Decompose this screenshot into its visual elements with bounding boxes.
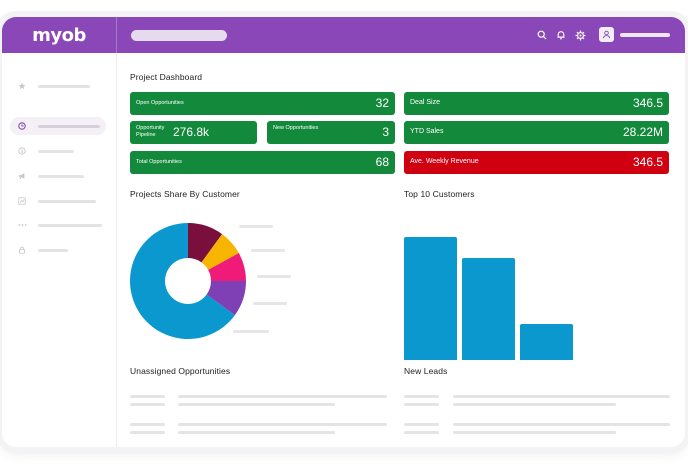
legend-placeholder: [253, 302, 287, 305]
sidebar-item-label: [38, 223, 102, 227]
tile-label: Total Opportunities: [136, 159, 182, 165]
skeleton-line: [130, 403, 165, 406]
sidebar-item-banking[interactable]: $: [10, 142, 106, 160]
top-bar: myob: [2, 17, 685, 53]
myob-logo: myob: [32, 24, 86, 46]
skeleton-line: [178, 431, 335, 434]
tile-value: 32: [375, 96, 389, 110]
projects-share-title: Projects Share By Customer: [130, 189, 240, 199]
donut-slice[interactable]: [206, 281, 246, 316]
skeleton-line: [178, 423, 387, 426]
tile-label: New Opportunities: [273, 125, 319, 131]
user-name-placeholder[interactable]: [620, 33, 670, 37]
megaphone-icon: [12, 172, 32, 180]
sidebar-item-security[interactable]: [10, 241, 106, 259]
donut-slice[interactable]: [201, 234, 239, 270]
page-title: Project Dashboard: [130, 72, 203, 82]
unassigned-opportunities-title: Unassigned Opportunities: [130, 366, 231, 376]
dollar-icon: $: [12, 147, 32, 155]
tile-value: 346.5: [632, 155, 663, 169]
legend-placeholder: [233, 330, 269, 333]
projects-share-donut-chart[interactable]: [130, 223, 250, 343]
skeleton-line: [453, 423, 670, 426]
skeleton-line: [404, 403, 439, 406]
tile-total-opportunities[interactable]: Total Opportunities 68: [130, 151, 395, 174]
skeleton-line: [130, 431, 165, 434]
sidebar-item-label: [38, 199, 96, 203]
tile-label: Opportunity Pipeline: [136, 125, 165, 138]
skeleton-line: [453, 403, 616, 406]
tile-new-opportunities[interactable]: New Opportunities 3: [267, 121, 395, 144]
chart-icon: [12, 197, 32, 205]
main-content: Project Dashboard Open Opportunities 32 …: [117, 53, 685, 447]
sidebar-item-recent[interactable]: [10, 117, 106, 135]
tile-value: 28.22M: [622, 125, 663, 139]
legend-placeholder: [257, 275, 291, 278]
sidebar-item-reports[interactable]: [10, 192, 106, 210]
tile-label: Open Opportunities: [136, 100, 184, 106]
customer-bar[interactable]: [520, 324, 573, 360]
gear-icon[interactable]: [572, 27, 588, 43]
customer-bar[interactable]: [404, 237, 457, 360]
logo-area[interactable]: myob: [2, 17, 117, 53]
sidebar-item-label: [38, 248, 68, 252]
skeleton-line: [130, 423, 165, 426]
tile-label: Deal Size: [410, 99, 440, 106]
svg-text:$: $: [20, 149, 23, 155]
more-icon: [12, 223, 32, 227]
sidebar-item-label: [38, 174, 84, 178]
skeleton-line: [453, 431, 616, 434]
tile-ytd-sales[interactable]: YTD Sales 28.22M: [404, 121, 669, 144]
tile-open-opportunities[interactable]: Open Opportunities 32: [130, 92, 395, 115]
sidebar: $: [2, 53, 117, 447]
tile-deal-size[interactable]: Deal Size 346.5: [404, 92, 669, 115]
skeleton-line: [178, 403, 335, 406]
tile-value: 346.5: [632, 96, 663, 110]
legend-placeholder: [239, 225, 273, 228]
lock-icon: [12, 246, 32, 254]
search-input[interactable]: [131, 30, 227, 41]
customer-bar[interactable]: [462, 258, 515, 360]
skeleton-line: [453, 395, 670, 398]
sidebar-item-marketing[interactable]: [10, 167, 106, 185]
new-leads-title: New Leads: [404, 366, 448, 376]
search-icon[interactable]: [534, 27, 550, 43]
tile-opportunity-pipeline[interactable]: Opportunity Pipeline 276.8k: [130, 121, 257, 144]
skeleton-line: [404, 431, 439, 434]
tile-value: 3: [382, 125, 389, 139]
clock-icon: [12, 122, 32, 130]
legend-placeholder: [251, 249, 285, 252]
tile-value: 276.8k: [172, 125, 209, 139]
app-window: myob $: [2, 17, 685, 447]
user-avatar-icon[interactable]: [599, 27, 614, 42]
top-customers-title: Top 10 Customers: [404, 189, 475, 199]
sidebar-item-favorites[interactable]: [10, 77, 106, 95]
star-icon: [12, 82, 32, 90]
skeleton-line: [404, 423, 439, 426]
tile-label: YTD Sales: [410, 128, 444, 135]
tile-value: 68: [375, 155, 389, 169]
donut-slice[interactable]: [130, 223, 235, 339]
tile-weekly-revenue[interactable]: Ave. Weekly Revenue 346.5: [404, 151, 669, 174]
sidebar-item-label: [38, 124, 100, 128]
donut-slice[interactable]: [208, 253, 246, 281]
skeleton-line: [404, 395, 439, 398]
skeleton-line: [130, 395, 165, 398]
donut-slice[interactable]: [188, 223, 223, 263]
sidebar-item-label: [38, 149, 74, 153]
top-customers-bar-chart[interactable]: [404, 237, 604, 360]
sidebar-item-label: [38, 84, 90, 88]
sidebar-item-more[interactable]: [10, 216, 106, 234]
bell-icon[interactable]: [553, 27, 569, 43]
tile-label: Ave. Weekly Revenue: [410, 158, 479, 165]
skeleton-line: [178, 395, 387, 398]
